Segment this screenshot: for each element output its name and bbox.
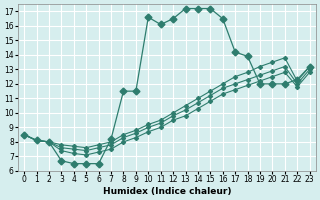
X-axis label: Humidex (Indice chaleur): Humidex (Indice chaleur): [103, 187, 231, 196]
